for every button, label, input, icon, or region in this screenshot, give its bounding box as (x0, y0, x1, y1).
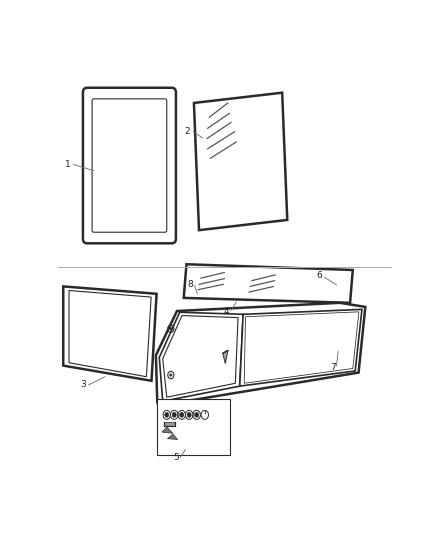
Text: 6: 6 (317, 271, 322, 280)
Circle shape (170, 374, 172, 376)
Polygon shape (164, 422, 175, 426)
Circle shape (194, 413, 199, 417)
Polygon shape (162, 427, 173, 433)
Circle shape (187, 413, 191, 417)
Text: 7: 7 (330, 363, 336, 372)
Polygon shape (63, 286, 156, 381)
Text: 8: 8 (187, 280, 194, 289)
Polygon shape (159, 312, 243, 401)
Text: 3: 3 (81, 381, 86, 390)
Polygon shape (223, 350, 228, 364)
FancyBboxPatch shape (83, 88, 176, 243)
Text: 1: 1 (65, 160, 71, 169)
Circle shape (172, 413, 176, 417)
Text: 2: 2 (184, 127, 190, 136)
Circle shape (165, 413, 169, 417)
FancyBboxPatch shape (156, 399, 230, 455)
Polygon shape (194, 93, 287, 230)
Circle shape (180, 413, 184, 417)
Text: 4: 4 (223, 306, 229, 316)
Polygon shape (167, 434, 178, 440)
FancyBboxPatch shape (92, 99, 167, 232)
Polygon shape (184, 264, 353, 303)
Polygon shape (240, 309, 362, 386)
Circle shape (170, 327, 172, 330)
Text: 5: 5 (173, 454, 179, 463)
